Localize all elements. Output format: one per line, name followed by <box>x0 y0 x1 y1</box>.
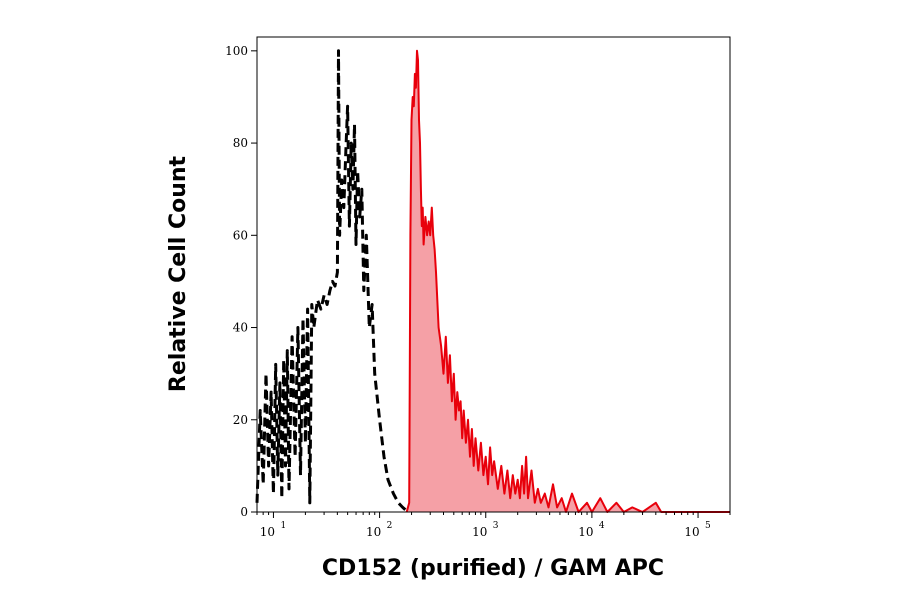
stained-histogram-line <box>405 49 730 513</box>
x-tick-exponent: 2 <box>387 521 393 531</box>
y-axis-title: Relative Cell Count <box>166 155 191 392</box>
control-histogram-line <box>255 49 409 514</box>
x-axis-title: CD152 (purified) / GAM APC <box>322 556 664 581</box>
x-axis-ticks: 10 1 10 2 10 3 10 4 10 5 <box>256 512 731 539</box>
y-axis-ticks: 0 20 40 60 80 100 <box>225 44 257 519</box>
y-tick-label: 80 <box>233 136 248 150</box>
x-tick-label: 10 <box>684 525 699 539</box>
x-tick-exponent: 1 <box>280 521 286 531</box>
series-layer <box>255 49 730 514</box>
x-tick-label: 10 <box>260 525 275 539</box>
y-tick-label: 0 <box>240 505 248 519</box>
x-tick-exponent: 5 <box>705 521 711 531</box>
x-tick-label: 10 <box>578 525 593 539</box>
y-tick-label: 100 <box>225 44 248 58</box>
histogram-fill-1 <box>406 50 730 513</box>
y-tick-label: 20 <box>233 413 248 427</box>
x-tick-label: 10 <box>366 525 381 539</box>
x-tick-exponent: 3 <box>493 521 499 531</box>
x-tick-exponent: 4 <box>599 521 605 531</box>
y-tick-label: 40 <box>233 321 248 335</box>
plot-frame <box>256 36 731 513</box>
y-tick-label: 60 <box>233 228 248 242</box>
x-tick-label: 10 <box>472 525 487 539</box>
